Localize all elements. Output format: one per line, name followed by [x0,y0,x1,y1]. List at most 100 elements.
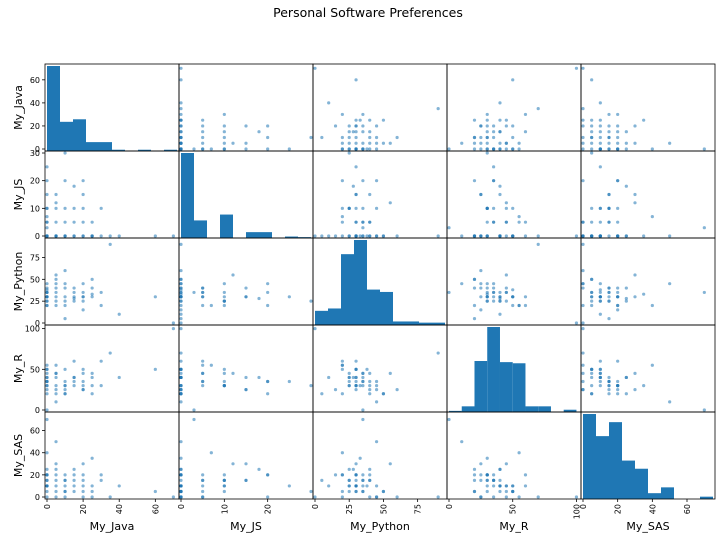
histogram-bar [419,322,432,325]
scatter-point [340,135,344,140]
scatter-point [244,147,248,151]
y-tick-label: 10 [30,204,40,213]
scatter-point [492,179,496,183]
scatter-point [374,388,379,392]
scatter-point [201,495,205,499]
scatter-point [222,295,226,299]
scatter-point [361,141,365,145]
scatter-point [54,192,58,197]
scatter-point [361,375,365,380]
scatter-point [472,489,477,494]
y-tick-label: 40 [30,449,40,458]
x-axis-label-My_JS: My_JS [230,520,262,533]
scatter-point [388,462,392,466]
scatter-point [63,317,67,321]
scatter-point [607,124,611,128]
scatter-point [54,299,58,303]
scatter-point [511,489,515,494]
scatter-point [492,220,496,224]
y-tick-label: 20 [30,122,40,131]
scatter-point [45,383,49,388]
scatter-point [633,201,637,205]
x-tick-label: 20 [79,504,88,514]
scatter-point [590,383,594,388]
scatter-point [313,495,317,499]
scatter-point [523,220,528,224]
scatter-point [511,288,515,292]
scatter-point [361,484,365,488]
scatter-point [498,489,502,494]
scatter-point [354,473,358,477]
scatter-point [668,234,672,238]
panel-My_SAS-vs-My_Java: 0 20 40 60 0 20 40 60 [30,411,180,514]
scatter-point [179,130,183,134]
scatter-point [624,130,628,134]
x-axis-label-My_R: My_R [499,520,529,533]
scatter-point [351,130,355,134]
scatter-point [309,135,313,140]
scatter-point [504,484,508,488]
scatter-point [45,467,49,471]
scatter-point [650,215,654,219]
scatter-point [472,286,477,290]
panel-My_R-vs-My_Java: 0 50 100 [25,324,180,415]
scatter-point [472,234,477,238]
scatter-point [347,124,351,128]
scatter-point [616,179,620,183]
scatter-point [81,308,85,312]
scatter-point [598,299,602,303]
scatter-point [347,375,351,380]
scatter-point [99,359,103,363]
scatter-point [266,473,270,477]
scatter-point [590,151,594,155]
scatter-point [498,478,502,482]
scatter-point [63,383,67,388]
scatter-point [179,308,183,312]
scatter-point [633,273,637,277]
scatter-point [633,371,637,375]
scatter-point [616,124,620,128]
scatter-point [179,107,183,111]
scatter-point [63,151,67,155]
scatter-point [179,277,183,281]
scatter-point [99,303,103,308]
scatter-point [81,295,85,299]
scatter-point [54,286,58,290]
scatter-point [590,371,594,375]
scatter-point [511,295,515,299]
scatter-point [616,147,620,151]
scatter-point [63,484,67,488]
scatter-point [581,327,585,331]
scatter-point [574,321,579,325]
scatter-point [581,135,585,140]
scatter-point [117,312,121,316]
scatter-point [368,467,372,471]
scatter-point [179,312,183,316]
scatter-point [72,290,76,295]
scatter-point [607,234,611,238]
scatter-point [581,118,585,122]
scatter-point [63,299,67,303]
scatter-point [485,299,489,303]
scatter-point [179,282,183,286]
scatter-point [153,234,157,238]
scatter-point [45,392,49,396]
scatter-point [479,147,483,151]
scatter-point [607,295,611,299]
y-tick-label: 0 [35,319,40,328]
scatter-point [523,295,528,299]
histogram-bar [285,236,298,238]
scatter-point [607,383,611,388]
scatter-point [266,303,270,308]
scatter-point [209,451,213,455]
scatter-point [81,489,85,494]
scatter-point [504,462,508,466]
histogram-bar [164,149,177,151]
scatter-point [179,327,183,331]
scatter-point [179,484,183,488]
scatter-point [395,495,399,499]
scatter-point [590,220,594,224]
panel-My_Java-vs-My_R [446,63,582,152]
scatter-point [607,141,611,145]
scatter-point [179,367,183,371]
